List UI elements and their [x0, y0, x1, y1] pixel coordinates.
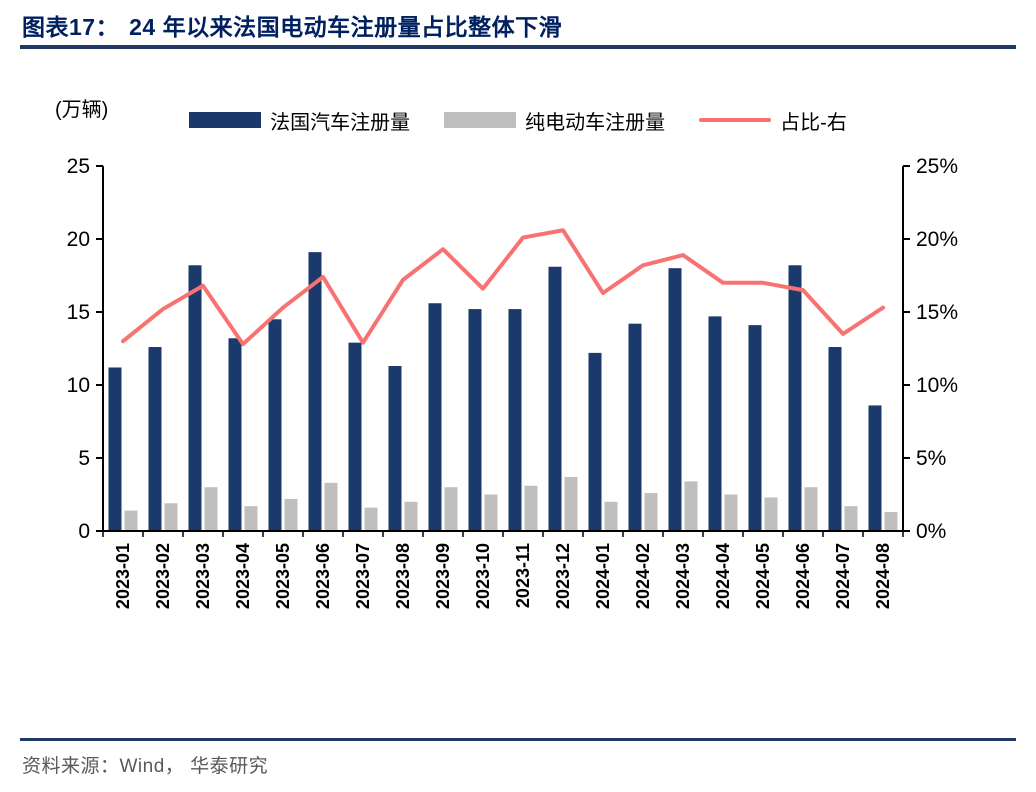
source-footer: 资料来源：Wind， 华泰研究	[20, 738, 1016, 778]
bar-bev-2024-02	[644, 493, 658, 531]
bar-bev-2024-05	[764, 497, 778, 531]
legend-label-bev-registrations: 纯电动车注册量	[525, 111, 666, 134]
bar-total-2023-09	[428, 303, 442, 531]
x-axis-label-2024-08: 2024-08	[873, 543, 893, 609]
x-axis-label-2023-05: 2023-05	[273, 543, 293, 609]
legend-swatch-share-line	[699, 118, 772, 122]
bar-bev-2023-11	[524, 485, 538, 531]
chart-title-text: 24 年以来法国电动车注册量占比整体下滑	[129, 14, 563, 40]
chart-legend: 法国汽车注册量 纯电动车注册量 占比-右	[0, 106, 1036, 135]
bar-total-2023-05	[268, 319, 282, 531]
x-axis-label-2023-04: 2023-04	[233, 543, 253, 609]
right-axis-tick-label: 15%	[916, 301, 958, 324]
x-axis-label-2023-01: 2023-01	[113, 543, 133, 609]
x-axis-label-2023-12: 2023-12	[553, 543, 573, 609]
bar-total-2024-02	[628, 323, 642, 531]
bar-bev-2023-10	[484, 494, 498, 531]
legend-swatch-bev-bar	[444, 112, 517, 128]
x-axis-label-2023-11: 2023-11	[513, 543, 533, 608]
bar-bev-2024-06	[804, 487, 818, 531]
bar-bev-2023-03	[204, 487, 218, 531]
bar-total-2023-03	[188, 265, 202, 531]
bar-total-2024-07	[828, 347, 842, 531]
left-axis-tick-label: 20	[67, 228, 90, 251]
chart-title: 图表17： 24 年以来法国电动车注册量占比整体下滑	[22, 14, 1016, 40]
bar-bev-2024-08	[884, 512, 898, 531]
bar-bev-2023-04	[244, 506, 258, 531]
x-axis-label-2024-07: 2024-07	[833, 543, 853, 609]
bar-total-2023-10	[468, 309, 482, 531]
bar-bev-2023-08	[404, 501, 418, 531]
bar-bev-2023-12	[564, 476, 578, 531]
x-axis-label-2024-05: 2024-05	[753, 543, 773, 609]
bar-bev-2024-07	[844, 506, 858, 531]
left-axis-unit-label: (万辆)	[55, 99, 109, 121]
bar-bev-2024-01	[604, 501, 618, 531]
dual-axis-bar-line-chart: 0 5 10 15 20 25 0% 5% 10% 15% 20% 25% 2023-01 2023-02…	[67, 155, 958, 609]
bar-total-2024-06	[788, 265, 802, 531]
bar-total-2024-01	[588, 352, 602, 531]
x-axis-label-2023-02: 2023-02	[153, 543, 173, 609]
legend-item-bev-registrations: 纯电动车注册量	[444, 106, 665, 135]
right-axis-tick-label: 20%	[916, 228, 958, 251]
legend-label-car-registrations: 法国汽车注册量	[270, 111, 411, 134]
right-axis-tick-label: 25%	[916, 155, 958, 178]
bar-bev-2024-04	[724, 494, 738, 531]
bar-bev-2024-03	[684, 481, 698, 531]
legend-swatch-car-bar	[189, 112, 262, 128]
left-axis-tick-label: 0	[78, 520, 90, 543]
bar-total-2023-02	[148, 347, 162, 531]
chart-section: (万辆) 法国汽车注册量 纯电动车注册量 占比-右 0 5 10 15 20 25 0% 5%…	[0, 49, 1036, 671]
legend-label-share: 占比-右	[780, 111, 847, 134]
bar-total-2023-11	[508, 309, 522, 531]
bar-bev-2023-01	[124, 510, 138, 531]
x-axis-label-2024-01: 2024-01	[593, 543, 613, 609]
bar-bev-2023-09	[444, 487, 458, 531]
bar-bev-2023-06	[324, 482, 338, 531]
x-axis-label-2024-04: 2024-04	[713, 543, 733, 609]
bar-bev-2023-05	[284, 498, 298, 531]
share-ratio-line	[121, 228, 885, 347]
bar-total-2024-04	[708, 316, 722, 531]
bar-bev-2023-07	[364, 507, 378, 531]
legend-item-share: 占比-右	[699, 106, 847, 135]
bar-total-2024-05	[748, 325, 762, 531]
legend-item-car-registrations: 法国汽车注册量	[189, 106, 410, 135]
bar-total-2023-07	[348, 342, 362, 531]
right-axis-tick-label: 10%	[916, 374, 958, 397]
bar-total-2023-12	[548, 266, 562, 531]
x-axis-label-2024-03: 2024-03	[673, 543, 693, 609]
x-axis-label-2023-06: 2023-06	[313, 543, 333, 609]
left-axis-tick-label: 5	[78, 447, 90, 470]
figure-number-label: 图表17：	[22, 14, 120, 40]
x-axis-label-2024-06: 2024-06	[793, 543, 813, 609]
bar-total-2024-08	[868, 405, 882, 531]
left-axis-tick-label: 15	[67, 301, 90, 324]
bar-total-2024-03	[668, 268, 682, 531]
left-axis-tick-label: 10	[67, 374, 90, 397]
left-axis-tick-label: 25	[67, 155, 90, 178]
right-axis-tick-label: 5%	[916, 447, 946, 470]
bar-total-2023-08	[388, 366, 402, 531]
x-axis-label-2023-08: 2023-08	[393, 543, 413, 609]
right-axis-tick-label: 0%	[916, 520, 946, 543]
bar-total-2023-01	[108, 367, 122, 531]
bar-total-2023-04	[228, 338, 242, 531]
title-underline-rule	[20, 45, 1016, 49]
bar-total-2023-06	[308, 252, 322, 531]
source-text: 资料来源：Wind， 华泰研究	[22, 756, 269, 777]
bar-bev-2023-02	[164, 503, 178, 531]
x-axis-label-2023-10: 2023-10	[473, 543, 493, 609]
chart-header: 图表17： 24 年以来法国电动车注册量占比整体下滑	[0, 0, 1036, 40]
x-axis-label-2023-07: 2023-07	[353, 543, 373, 609]
x-axis-label-2023-09: 2023-09	[433, 543, 453, 609]
x-axis-label-2024-02: 2024-02	[633, 543, 653, 609]
x-axis-label-2023-03: 2023-03	[193, 543, 213, 609]
